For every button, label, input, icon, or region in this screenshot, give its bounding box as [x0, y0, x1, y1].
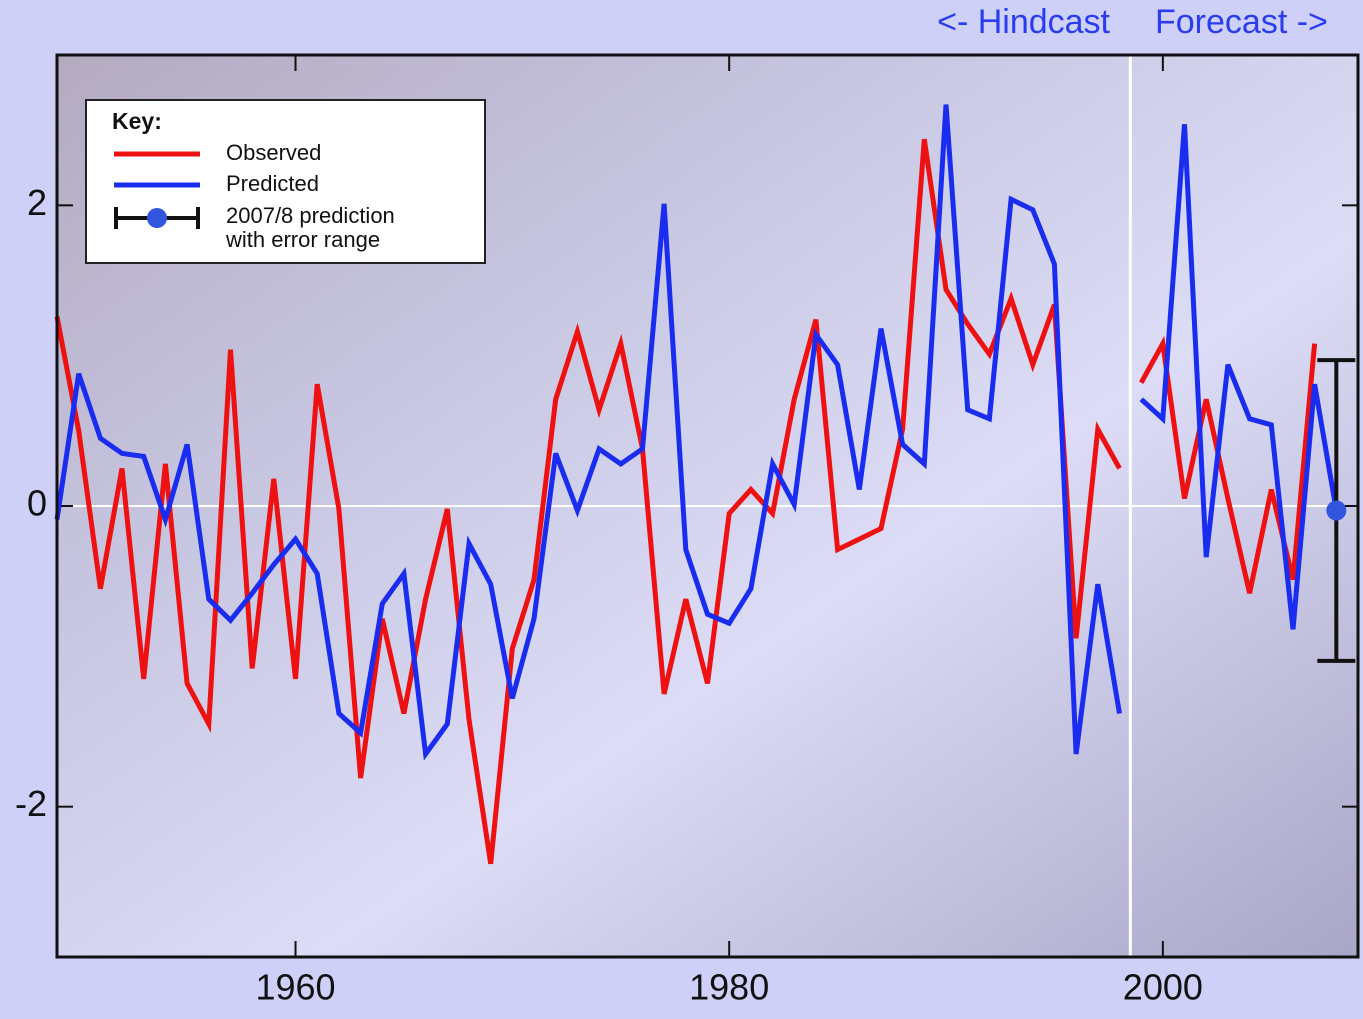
forecast-annotation: Forecast -> [1155, 3, 1328, 41]
chart: <- Hindcast Forecast -> -2 0 2 1960 1980 2000… [0, 0, 1363, 1019]
legend-title: Key: [112, 108, 162, 134]
legend-label: 2007/8 prediction [226, 203, 395, 228]
x-tick-label: 1980 [689, 967, 769, 1008]
legend-label: with error range [225, 227, 380, 252]
legend-label: Observed [226, 140, 321, 165]
hindcast-annotation: <- Hindcast [937, 3, 1110, 41]
y-tick-label: 0 [27, 483, 47, 524]
y-tick-label: 2 [27, 182, 47, 223]
y-tick-label: -2 [15, 783, 47, 824]
x-tick-label: 1960 [255, 967, 335, 1008]
x-tick-label: 2000 [1123, 967, 1203, 1008]
legend-label: Predicted [226, 171, 319, 196]
legend-point [147, 208, 167, 228]
legend: Key: Observed Predicted 2007/8 predictionwi… [86, 100, 485, 263]
page: {"chart_data": { "type": "line", "annota… [0, 0, 1363, 1019]
prediction-point [1326, 501, 1346, 521]
